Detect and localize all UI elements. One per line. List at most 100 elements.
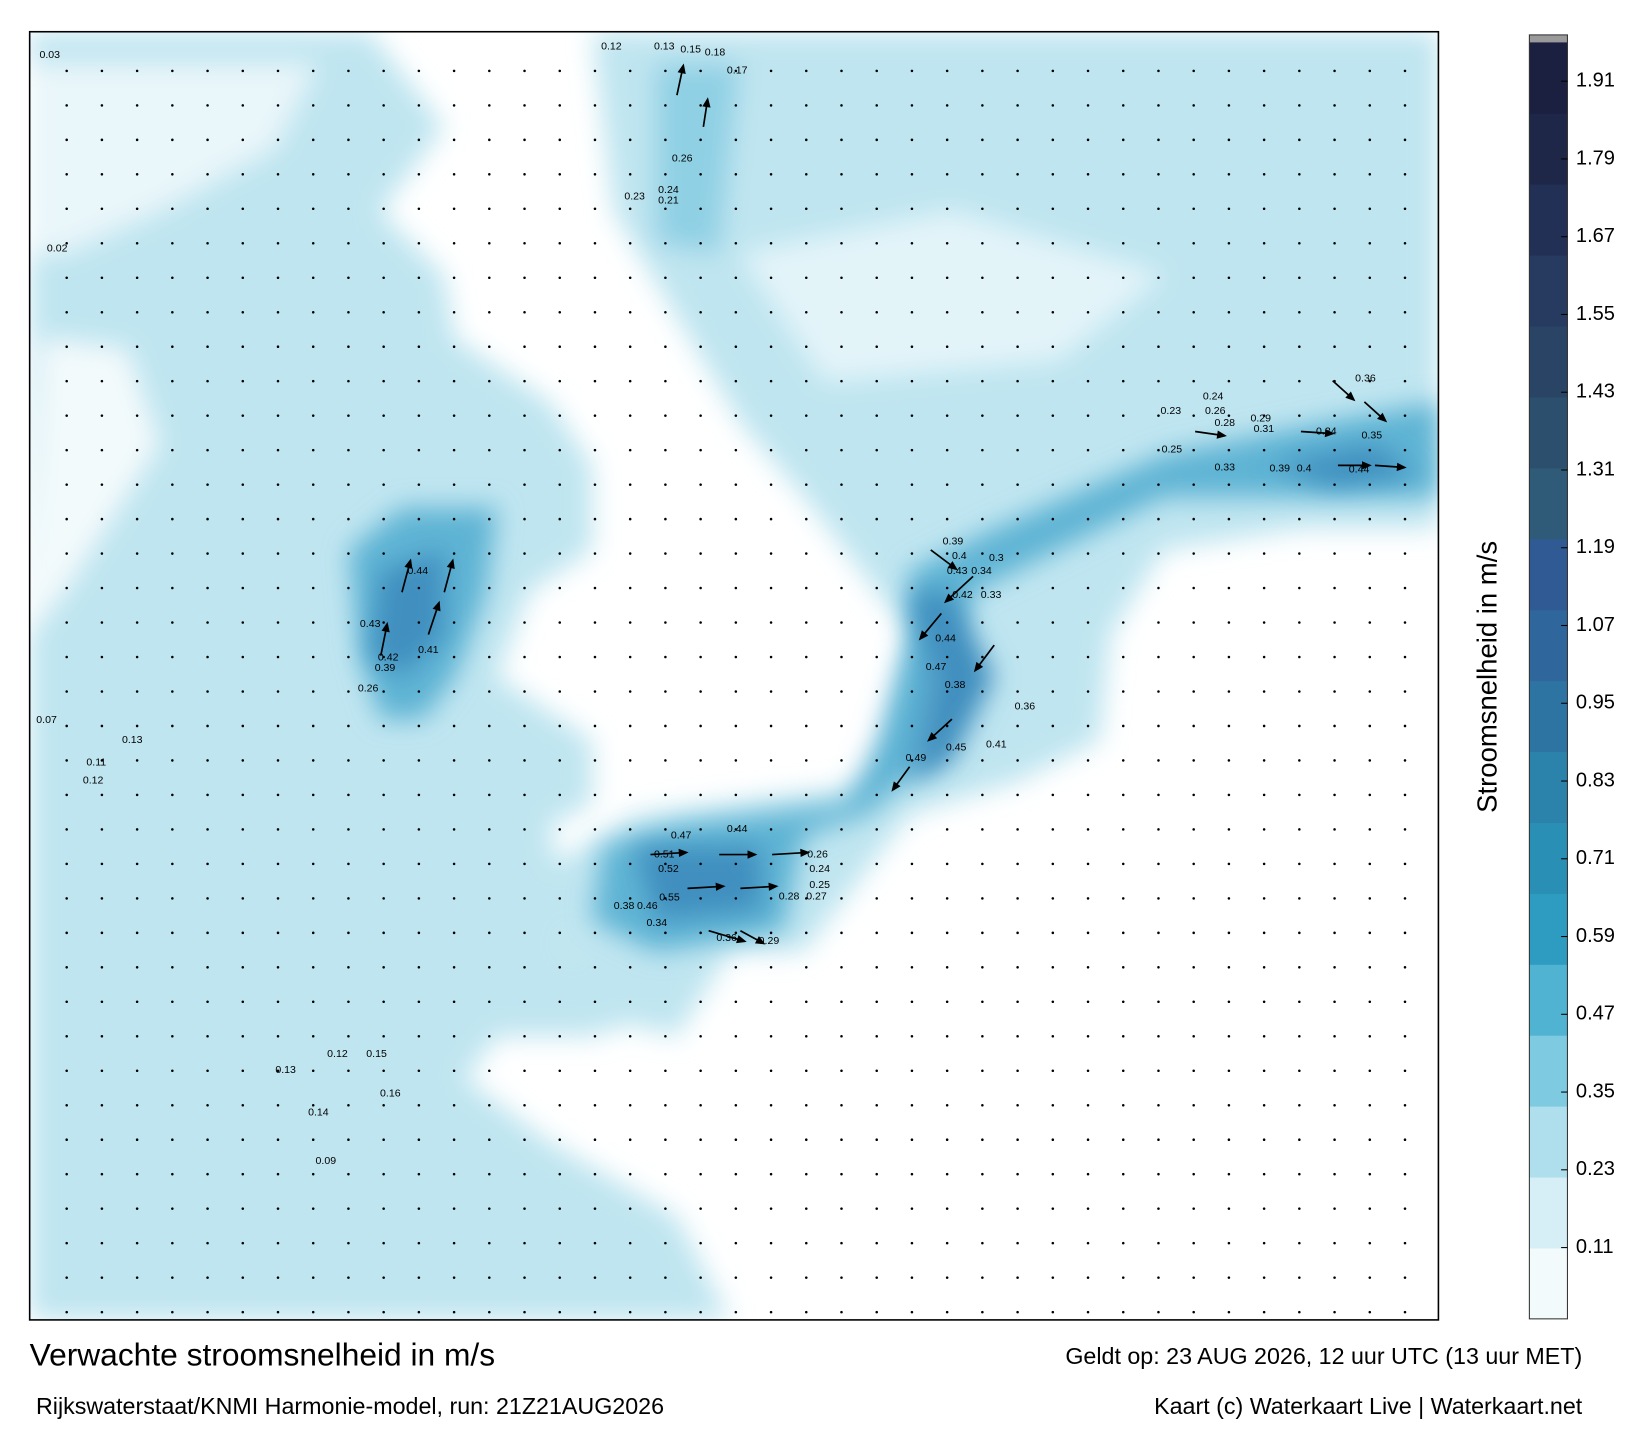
grid-dot	[1157, 448, 1160, 452]
grid-dot	[699, 310, 702, 314]
grid-dot	[382, 862, 385, 866]
grid-dot	[1368, 586, 1372, 590]
grid-dot	[311, 1310, 315, 1314]
grid-dot	[452, 1276, 456, 1279]
grid-dot	[1262, 69, 1266, 73]
grid-dot	[805, 1000, 808, 1004]
grid-dot	[1086, 276, 1090, 280]
grid-dot	[699, 138, 702, 142]
grid-dot	[347, 414, 350, 417]
grid-dot	[1368, 1000, 1372, 1004]
grid-dot	[1051, 931, 1055, 935]
color-band	[1529, 467, 1568, 540]
grid-dot	[1016, 241, 1019, 245]
speed-label: 0.11	[86, 756, 106, 768]
grid-dot	[452, 552, 456, 555]
grid-dot	[699, 586, 702, 590]
grid-dot	[488, 931, 491, 935]
grid-dot	[1333, 724, 1336, 728]
map-frame	[28, 30, 1440, 1321]
grid-dot	[875, 1207, 878, 1210]
speed-label: 0.45	[946, 742, 967, 754]
grid-dot	[276, 1103, 280, 1107]
grid-dot	[523, 759, 526, 762]
grid-dot	[171, 310, 174, 314]
grid-dot	[100, 1207, 104, 1210]
grid-dot	[311, 966, 315, 969]
grid-dot	[734, 655, 738, 659]
grid-dot	[135, 862, 139, 866]
grid-dot	[805, 69, 808, 73]
grid-dot	[981, 276, 984, 280]
grid-dot	[593, 1310, 597, 1314]
grid-dot	[1403, 241, 1407, 245]
grid-dot	[558, 1172, 562, 1176]
grid-dot	[276, 690, 280, 693]
grid-dot	[347, 207, 350, 211]
grid-dot	[910, 1034, 914, 1038]
grid-dot	[1157, 1034, 1160, 1038]
grid-dot	[382, 483, 385, 486]
grid-dot	[276, 1000, 280, 1004]
grid-dot	[840, 1241, 843, 1245]
grid-dot	[206, 1241, 209, 1245]
speed-label: 0.13	[275, 1064, 296, 1076]
grid-dot	[1016, 1000, 1019, 1004]
grid-dot	[206, 448, 209, 452]
grid-dot	[100, 621, 104, 624]
grid-dot	[981, 931, 984, 935]
grid-dot	[171, 379, 174, 383]
grid-dot	[347, 552, 350, 555]
grid-dot	[805, 793, 808, 797]
grid-dot	[1403, 655, 1407, 659]
grid-dot	[1192, 448, 1195, 452]
grid-dot	[171, 207, 174, 211]
grid-dot	[452, 414, 456, 417]
grid-dot	[558, 207, 562, 211]
grid-dot	[1262, 207, 1266, 211]
grid-dot	[171, 724, 174, 728]
grid-dot	[1086, 897, 1090, 900]
grid-dot	[875, 793, 878, 797]
grid-dot	[769, 310, 773, 314]
grid-dot	[241, 1034, 245, 1038]
grid-dot	[840, 1000, 843, 1004]
grid-dot	[523, 1310, 526, 1314]
grid-dot	[558, 448, 562, 452]
grid-dot	[1192, 655, 1195, 659]
grid-dot	[1333, 966, 1336, 969]
grid-dot	[699, 690, 702, 693]
grid-dot	[65, 655, 68, 659]
grid-dot	[1368, 345, 1372, 348]
grid-dot	[135, 1310, 139, 1314]
grid-dot	[805, 276, 808, 280]
grid-dot	[100, 276, 104, 280]
color-band	[1529, 893, 1568, 965]
grid-dot	[1192, 379, 1195, 383]
grid-dot	[100, 1138, 104, 1141]
grid-dot	[206, 1034, 209, 1038]
grid-dot	[1368, 759, 1372, 762]
grid-dot	[769, 759, 773, 762]
grid-dot	[593, 1000, 597, 1004]
grid-dot	[1227, 104, 1231, 107]
grid-dot	[488, 897, 491, 900]
grid-dot	[347, 241, 350, 245]
grid-dot	[65, 1103, 68, 1107]
grid-dot	[1403, 1103, 1407, 1107]
grid-dot	[1227, 724, 1231, 728]
grid-dot	[241, 1172, 245, 1176]
grid-dot	[734, 897, 738, 900]
grid-dot	[1262, 724, 1266, 728]
grid-dot	[523, 1138, 526, 1141]
grid-dot	[65, 448, 68, 452]
grid-dot	[1086, 104, 1090, 107]
grid-dot	[1051, 379, 1055, 383]
grid-dot	[417, 517, 421, 521]
grid-dot	[1016, 1034, 1019, 1038]
grid-dot	[311, 414, 315, 417]
arrow-head	[947, 561, 958, 571]
grid-dot	[65, 310, 68, 314]
grid-dot	[65, 138, 68, 142]
grid-dot	[664, 207, 667, 211]
